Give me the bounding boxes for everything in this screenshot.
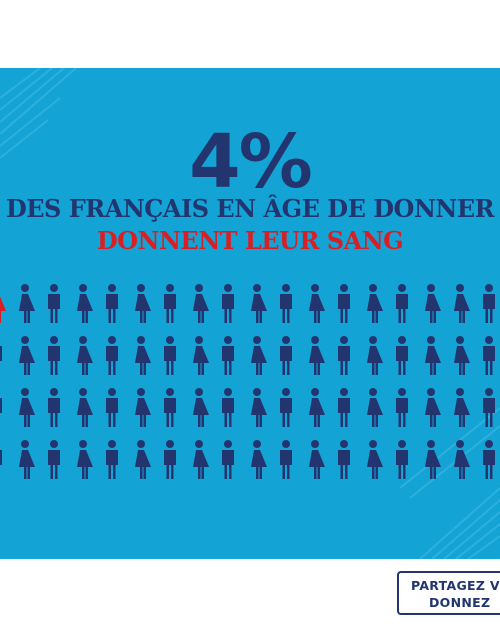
female-person-icon: [19, 336, 35, 375]
male-person-icon: [222, 440, 234, 479]
male-person-icon: [48, 440, 60, 479]
male-person-icon: [280, 388, 292, 427]
male-person-icon: [483, 336, 495, 375]
infographic-panel: 4% DES FRANÇAIS EN ÂGE DE DONNER DONNENT…: [0, 68, 500, 559]
male-person-icon: [396, 388, 408, 427]
female-person-icon: [251, 336, 267, 375]
male-person-icon: [280, 440, 292, 479]
male-person-icon: [280, 284, 292, 323]
male-person-icon: [338, 440, 350, 479]
male-person-icon: [106, 336, 118, 375]
donor-female-person-icon: [0, 296, 6, 323]
male-person-icon: [0, 398, 2, 413]
female-person-icon: [19, 388, 35, 427]
female-person-icon: [19, 440, 35, 479]
male-person-icon: [483, 284, 495, 323]
male-person-icon: [338, 336, 350, 375]
female-person-icon: [193, 336, 209, 375]
male-person-icon: [222, 336, 234, 375]
female-person-icon: [309, 336, 325, 375]
male-person-icon: [396, 284, 408, 323]
female-person-icon: [309, 440, 325, 479]
percentage-headline: 4%: [189, 119, 313, 205]
male-person-icon: [106, 284, 118, 323]
male-person-icon: [164, 336, 176, 375]
female-person-icon: [193, 388, 209, 427]
male-person-icon: [396, 440, 408, 479]
female-person-icon: [135, 440, 151, 479]
male-person-icon: [106, 440, 118, 479]
female-person-icon: [454, 284, 470, 323]
female-person-icon: [77, 388, 93, 427]
share-button-line-2: DONNEZ: [429, 595, 491, 610]
female-person-icon: [425, 336, 441, 375]
female-person-icon: [77, 284, 93, 323]
female-person-icon: [251, 284, 267, 323]
male-person-icon: [0, 346, 2, 361]
female-person-icon: [251, 440, 267, 479]
female-person-icon: [454, 440, 470, 479]
female-person-icon: [425, 284, 441, 323]
female-person-icon: [309, 388, 325, 427]
share-button-line-1: PARTAGEZ V: [411, 578, 500, 593]
female-person-icon: [367, 336, 383, 375]
female-person-icon: [425, 388, 441, 427]
female-person-icon: [454, 388, 470, 427]
male-person-icon: [222, 284, 234, 323]
male-person-icon: [0, 450, 2, 465]
female-person-icon: [193, 440, 209, 479]
female-person-icon: [309, 284, 325, 323]
male-person-icon: [164, 440, 176, 479]
male-person-icon: [164, 388, 176, 427]
female-person-icon: [135, 388, 151, 427]
subtitle-line-2: DONNENT LEUR SANG: [96, 226, 404, 255]
male-person-icon: [48, 388, 60, 427]
female-person-icon: [367, 284, 383, 323]
female-person-icon: [19, 284, 35, 323]
male-person-icon: [48, 284, 60, 323]
male-person-icon: [164, 284, 176, 323]
subtitle-line-1: DES FRANÇAIS EN ÂGE DE DONNER: [5, 194, 495, 223]
people-grid: [0, 284, 495, 479]
female-person-icon: [135, 336, 151, 375]
female-person-icon: [77, 336, 93, 375]
female-person-icon: [251, 388, 267, 427]
male-person-icon: [222, 388, 234, 427]
male-person-icon: [483, 440, 495, 479]
male-person-icon: [280, 336, 292, 375]
male-person-icon: [338, 388, 350, 427]
female-person-icon: [193, 284, 209, 323]
male-person-icon: [338, 284, 350, 323]
male-person-icon: [48, 336, 60, 375]
male-person-icon: [106, 388, 118, 427]
share-button[interactable]: PARTAGEZ V DONNEZ: [397, 571, 500, 615]
female-person-icon: [367, 388, 383, 427]
female-person-icon: [367, 440, 383, 479]
male-person-icon: [483, 388, 495, 427]
male-person-icon: [396, 336, 408, 375]
female-person-icon: [425, 440, 441, 479]
female-person-icon: [454, 336, 470, 375]
female-person-icon: [77, 440, 93, 479]
female-person-icon: [135, 284, 151, 323]
